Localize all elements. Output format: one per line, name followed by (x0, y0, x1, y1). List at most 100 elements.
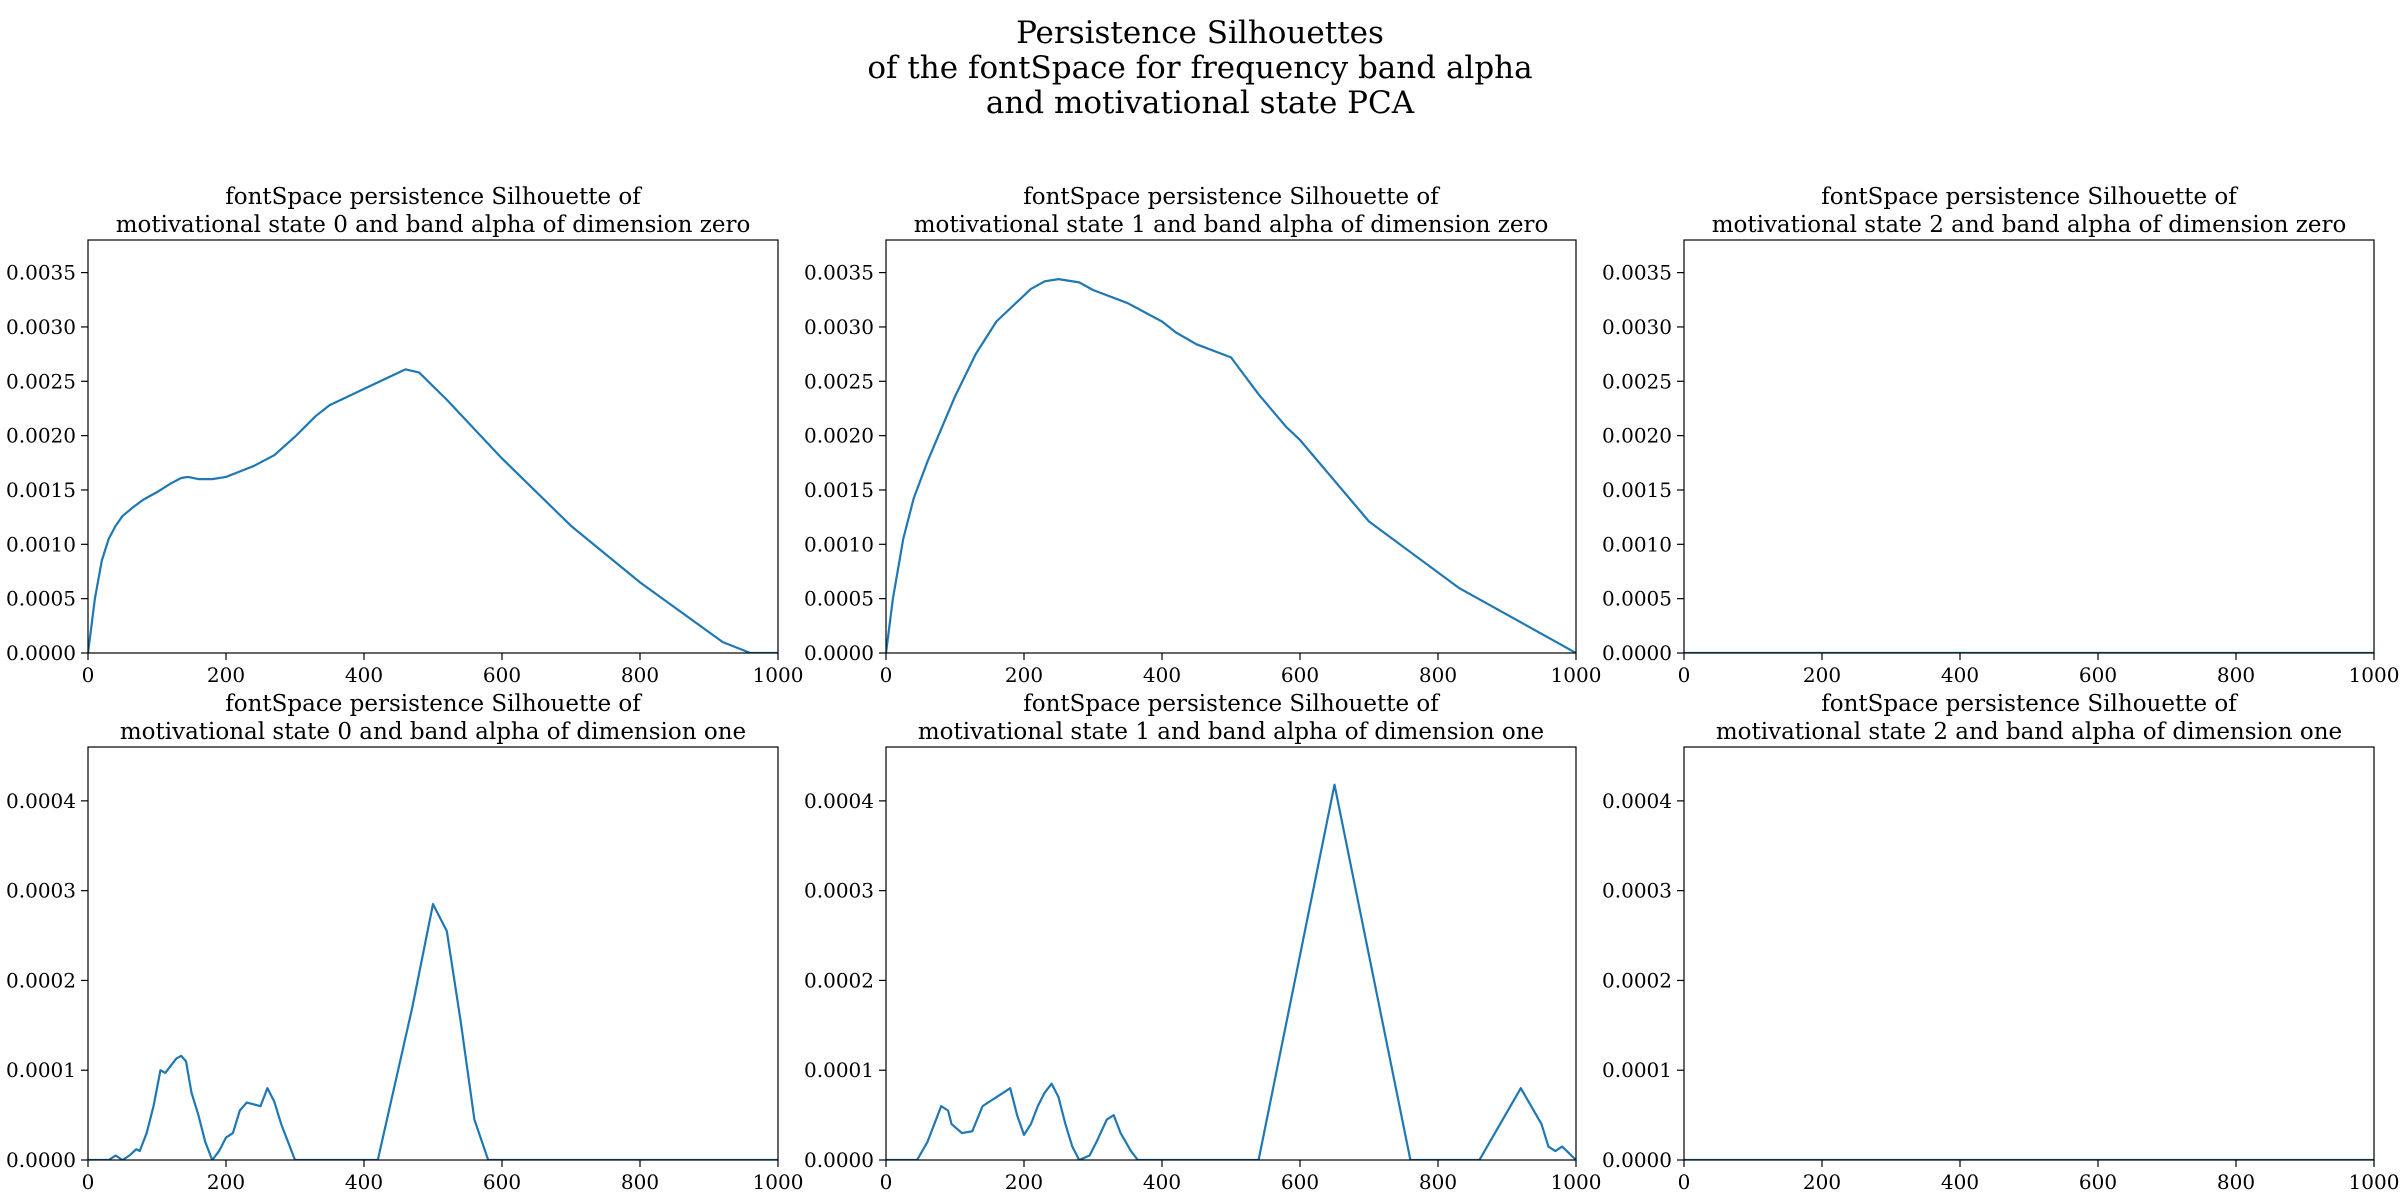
figure-title-line-3: and motivational state PCA (985, 85, 1415, 121)
x-tick-label-1-0: 0 (82, 663, 95, 687)
y-tick-label-3-3: 0.0015 (1602, 478, 1672, 502)
y-tick-label-1-4: 0.0020 (6, 424, 76, 448)
y-tick-label-6-0: 0.0000 (1602, 1148, 1672, 1172)
x-tick-label-1-400: 400 (345, 663, 383, 687)
x-tick-label-6-600: 600 (2079, 1170, 2117, 1194)
chart-panel-6: fontSpace persistence Silhouette ofmotiv… (1602, 691, 2399, 1194)
y-tick-label-3-6: 0.0030 (1602, 315, 1672, 339)
figure-title-line-1: Persistence Silhouettes (1016, 15, 1384, 51)
x-tick-label-3-0: 0 (1678, 663, 1691, 687)
chart-panel-4: fontSpace persistence Silhouette ofmotiv… (6, 691, 803, 1194)
x-tick-label-5-0: 0 (880, 1170, 893, 1194)
x-tick-label-4-1000: 1000 (753, 1170, 804, 1194)
x-tick-label-6-1000: 1000 (2349, 1170, 2400, 1194)
y-tick-label-1-6: 0.0030 (6, 315, 76, 339)
x-tick-label-2-400: 400 (1143, 663, 1181, 687)
y-tick-label-1-7: 0.0035 (6, 261, 76, 285)
x-tick-label-5-1000: 1000 (1551, 1170, 1602, 1194)
x-tick-label-6-0: 0 (1678, 1170, 1691, 1194)
silhouette-line-2 (886, 278, 1576, 653)
y-tick-label-2-3: 0.0015 (804, 478, 874, 502)
y-tick-label-3-2: 0.0010 (1602, 532, 1672, 556)
y-tick-label-3-0: 0.0000 (1602, 641, 1672, 665)
x-tick-label-5-800: 800 (1419, 1170, 1457, 1194)
y-tick-label-5-2: 0.0002 (804, 968, 874, 992)
x-tick-label-4-600: 600 (483, 1170, 521, 1194)
x-tick-label-5-600: 600 (1281, 1170, 1319, 1194)
silhouette-line-5 (886, 783, 1576, 1160)
x-tick-label-3-200: 200 (1803, 663, 1841, 687)
x-tick-label-3-800: 800 (2217, 663, 2255, 687)
chart-title-6-line-1: fontSpace persistence Silhouette of (1821, 691, 2238, 717)
y-tick-label-5-4: 0.0004 (804, 789, 874, 813)
x-tick-label-3-400: 400 (1941, 663, 1979, 687)
y-tick-label-2-2: 0.0010 (804, 532, 874, 556)
axes-frame-4 (87, 746, 779, 1161)
x-tick-label-5-200: 200 (1005, 1170, 1043, 1194)
y-tick-label-6-2: 0.0002 (1602, 968, 1672, 992)
chart-panel-2: fontSpace persistence Silhouette ofmotiv… (804, 184, 1601, 687)
y-tick-label-2-5: 0.0025 (804, 369, 874, 393)
chart-title-3-line-1: fontSpace persistence Silhouette of (1821, 184, 2238, 210)
x-tick-label-5-400: 400 (1143, 1170, 1181, 1194)
y-tick-label-6-1: 0.0001 (1602, 1058, 1672, 1082)
x-tick-label-6-800: 800 (2217, 1170, 2255, 1194)
chart-title-5-line-1: fontSpace persistence Silhouette of (1023, 691, 1440, 717)
chart-panel-5: fontSpace persistence Silhouette ofmotiv… (804, 691, 1601, 1194)
chart-title-2-line-1: fontSpace persistence Silhouette of (1023, 184, 1440, 210)
y-tick-label-3-4: 0.0020 (1602, 424, 1672, 448)
y-tick-label-3-5: 0.0025 (1602, 369, 1672, 393)
y-tick-label-4-4: 0.0004 (6, 789, 76, 813)
x-tick-label-4-400: 400 (345, 1170, 383, 1194)
y-tick-label-4-2: 0.0002 (6, 968, 76, 992)
y-tick-label-1-0: 0.0000 (6, 641, 76, 665)
silhouette-line-1 (88, 368, 778, 653)
y-tick-label-2-7: 0.0035 (804, 261, 874, 285)
y-tick-label-4-3: 0.0003 (6, 879, 76, 903)
y-tick-label-2-6: 0.0030 (804, 315, 874, 339)
y-tick-label-6-3: 0.0003 (1602, 879, 1672, 903)
chart-panel-3: fontSpace persistence Silhouette ofmotiv… (1602, 184, 2399, 687)
axes-frame-3 (1683, 239, 2375, 654)
chart-title-1-line-1: fontSpace persistence Silhouette of (225, 184, 642, 210)
x-tick-label-4-800: 800 (621, 1170, 659, 1194)
axes-frame-6 (1683, 746, 2375, 1161)
axes-frame-5 (885, 746, 1577, 1161)
chart-title-2-line-2: motivational state 1 and band alpha of d… (914, 212, 1549, 238)
x-tick-label-2-0: 0 (880, 663, 893, 687)
x-tick-label-3-600: 600 (2079, 663, 2117, 687)
chart-title-5-line-2: motivational state 1 and band alpha of d… (918, 719, 1544, 745)
y-tick-label-4-1: 0.0001 (6, 1058, 76, 1082)
chart-title-4-line-2: motivational state 0 and band alpha of d… (120, 719, 746, 745)
x-tick-label-1-200: 200 (207, 663, 245, 687)
chart-title-3-line-2: motivational state 2 and band alpha of d… (1712, 212, 2347, 238)
x-tick-label-4-0: 0 (82, 1170, 95, 1194)
silhouette-line-4 (88, 903, 778, 1160)
x-tick-label-6-200: 200 (1803, 1170, 1841, 1194)
y-tick-label-1-1: 0.0005 (6, 587, 76, 611)
x-tick-label-2-1000: 1000 (1551, 663, 1602, 687)
y-tick-label-5-3: 0.0003 (804, 879, 874, 903)
chart-panel-1: fontSpace persistence Silhouette ofmotiv… (6, 184, 803, 687)
figure-title: Persistence Silhouettes of the fontSpace… (0, 16, 2400, 121)
y-tick-label-2-0: 0.0000 (804, 641, 874, 665)
y-tick-label-6-4: 0.0004 (1602, 789, 1672, 813)
figure-title-line-2: of the fontSpace for frequency band alph… (867, 50, 1533, 86)
x-tick-label-2-600: 600 (1281, 663, 1319, 687)
axes-frame-1 (87, 239, 779, 654)
axes-frame-2 (885, 239, 1577, 654)
chart-title-4-line-1: fontSpace persistence Silhouette of (225, 691, 642, 717)
y-tick-label-1-3: 0.0015 (6, 478, 76, 502)
x-tick-label-1-800: 800 (621, 663, 659, 687)
y-tick-label-3-1: 0.0005 (1602, 587, 1672, 611)
y-tick-label-4-0: 0.0000 (6, 1148, 76, 1172)
y-tick-label-1-5: 0.0025 (6, 369, 76, 393)
y-tick-label-1-2: 0.0010 (6, 532, 76, 556)
y-tick-label-2-4: 0.0020 (804, 424, 874, 448)
x-tick-label-1-1000: 1000 (753, 663, 804, 687)
x-tick-label-6-400: 400 (1941, 1170, 1979, 1194)
x-tick-label-3-1000: 1000 (2349, 663, 2400, 687)
y-tick-label-3-7: 0.0035 (1602, 261, 1672, 285)
chart-title-6-line-2: motivational state 2 and band alpha of d… (1716, 719, 2342, 745)
